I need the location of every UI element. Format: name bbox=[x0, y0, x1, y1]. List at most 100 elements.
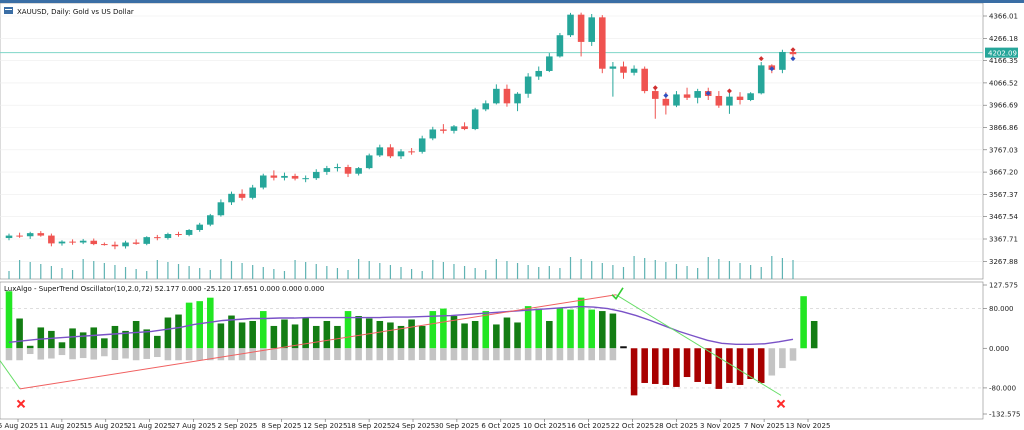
cross-icon bbox=[16, 399, 26, 409]
oscillator-bar bbox=[249, 320, 256, 349]
candle bbox=[747, 92, 754, 102]
oscillator-bar bbox=[567, 309, 574, 349]
price-tick-label: 3467.54 bbox=[989, 213, 1018, 221]
candle-body bbox=[757, 65, 765, 94]
oscillator-bar bbox=[143, 329, 151, 349]
oscillator-tick-label: -80.000 bbox=[989, 384, 1016, 392]
candle-body bbox=[736, 96, 744, 100]
oscillator-bar bbox=[630, 348, 638, 396]
candle bbox=[5, 233, 13, 241]
candle-body bbox=[207, 215, 214, 225]
candle bbox=[514, 92, 521, 112]
oscillator-bar bbox=[323, 320, 331, 349]
volume-bar bbox=[61, 268, 63, 279]
candle-body bbox=[514, 93, 521, 104]
volume-bar bbox=[622, 267, 625, 279]
time-tick-label: 30 Sep 2025 bbox=[435, 422, 479, 430]
candle-body bbox=[69, 241, 76, 243]
oscillator-shadow-bar bbox=[609, 348, 617, 361]
volume-bar bbox=[421, 271, 423, 279]
volume-bar bbox=[612, 265, 614, 279]
oscillator-grid bbox=[0, 308, 983, 389]
volume-bar bbox=[103, 263, 105, 279]
oscillator-bar bbox=[715, 348, 723, 389]
volume-bar bbox=[262, 267, 264, 279]
volume-bar bbox=[294, 260, 296, 279]
oscillator-shadow-bar bbox=[185, 348, 193, 361]
candle-body bbox=[556, 35, 564, 57]
price-tick-label: 4266.18 bbox=[989, 35, 1018, 43]
chart-area[interactable]: 4366.01 4266.18 4166.35 4066.52 3966.69 3866.… bbox=[0, 3, 1024, 430]
oscillator-axis[interactable]: 127.575 80.000 0.000 -80.000 -132.575 bbox=[983, 282, 1020, 419]
candle bbox=[726, 91, 733, 114]
price-axis[interactable]: 4366.01 4266.18 4166.35 4066.52 3966.69 3866.… bbox=[983, 13, 1018, 266]
oscillator-bar bbox=[111, 325, 119, 349]
price-tick-label: 4066.52 bbox=[989, 79, 1018, 87]
candle bbox=[482, 100, 490, 112]
time-tick-label: 8 Sep 2025 bbox=[261, 422, 301, 430]
oscillator-shadow-bar bbox=[143, 348, 151, 359]
oscillator-pane[interactable] bbox=[0, 281, 984, 420]
volume-bar bbox=[156, 260, 158, 279]
volume-bar bbox=[283, 271, 286, 279]
oscillator-shadow-bar bbox=[514, 348, 521, 361]
oscillator-bar bbox=[535, 308, 543, 349]
current-price-value: 4202.09 bbox=[988, 50, 1017, 58]
price-pane[interactable] bbox=[0, 3, 984, 280]
candle bbox=[376, 144, 384, 157]
time-tick-label: 3 Nov 2025 bbox=[700, 422, 740, 430]
oscillator-shadow-bar bbox=[546, 348, 553, 361]
candle bbox=[387, 144, 394, 159]
oscillator-bar bbox=[302, 317, 309, 349]
candle bbox=[683, 87, 691, 100]
candle bbox=[429, 126, 437, 141]
oscillator-shadow-bar bbox=[175, 348, 182, 361]
time-tick-label: 12 Sep 2025 bbox=[303, 422, 347, 430]
volume-bar bbox=[177, 264, 180, 279]
price-tick-label: 4366.01 bbox=[989, 13, 1018, 21]
check-icon bbox=[611, 287, 624, 300]
oscillator-shadow-bar bbox=[249, 348, 256, 361]
oscillator-shadow-bar bbox=[365, 348, 373, 361]
candle-body bbox=[747, 93, 754, 100]
candle bbox=[334, 163, 341, 172]
candle bbox=[450, 125, 458, 134]
oscillator-bar bbox=[418, 325, 426, 349]
oscillator-shadow-bar bbox=[90, 348, 98, 360]
oscillator-shadow-bar bbox=[291, 348, 299, 361]
candle-body bbox=[418, 138, 426, 152]
oscillator-bar bbox=[556, 307, 564, 349]
candle-body bbox=[662, 98, 670, 106]
candle-body bbox=[779, 51, 786, 70]
oscillator-bar bbox=[175, 314, 182, 349]
volume-bar bbox=[463, 266, 466, 279]
oscillator-shadow-bar bbox=[567, 348, 574, 361]
volume-bar bbox=[453, 264, 455, 279]
time-axis[interactable]: 5 Aug 2025 11 Aug 2025 15 Aug 2025 21 Aug 2… bbox=[0, 419, 830, 430]
candle-body bbox=[524, 76, 532, 94]
candle bbox=[90, 238, 98, 246]
oscillator-bar bbox=[694, 348, 701, 382]
oscillator-shadow-bar bbox=[376, 348, 384, 361]
volume-bar bbox=[495, 259, 497, 279]
oscillator-bar bbox=[704, 348, 712, 384]
candle bbox=[461, 122, 468, 131]
volume-bar bbox=[633, 256, 635, 279]
candle-body bbox=[58, 241, 66, 244]
candle bbox=[48, 233, 55, 247]
candle bbox=[164, 232, 172, 240]
candle bbox=[524, 73, 532, 98]
price-tick-label: 3267.88 bbox=[989, 258, 1018, 266]
candle-body bbox=[312, 171, 320, 179]
oscillator-bar bbox=[90, 327, 98, 349]
candle-body bbox=[365, 155, 373, 169]
candle-body bbox=[789, 51, 797, 55]
volume-bar bbox=[114, 265, 116, 279]
oscillator-shadow-bar bbox=[524, 348, 532, 361]
candle-body bbox=[344, 167, 352, 174]
candle-body bbox=[90, 240, 98, 245]
supertrend-down-line bbox=[0, 360, 21, 390]
candle-body bbox=[397, 151, 405, 157]
oscillator-bar bbox=[238, 322, 246, 349]
candle-body bbox=[185, 230, 193, 235]
